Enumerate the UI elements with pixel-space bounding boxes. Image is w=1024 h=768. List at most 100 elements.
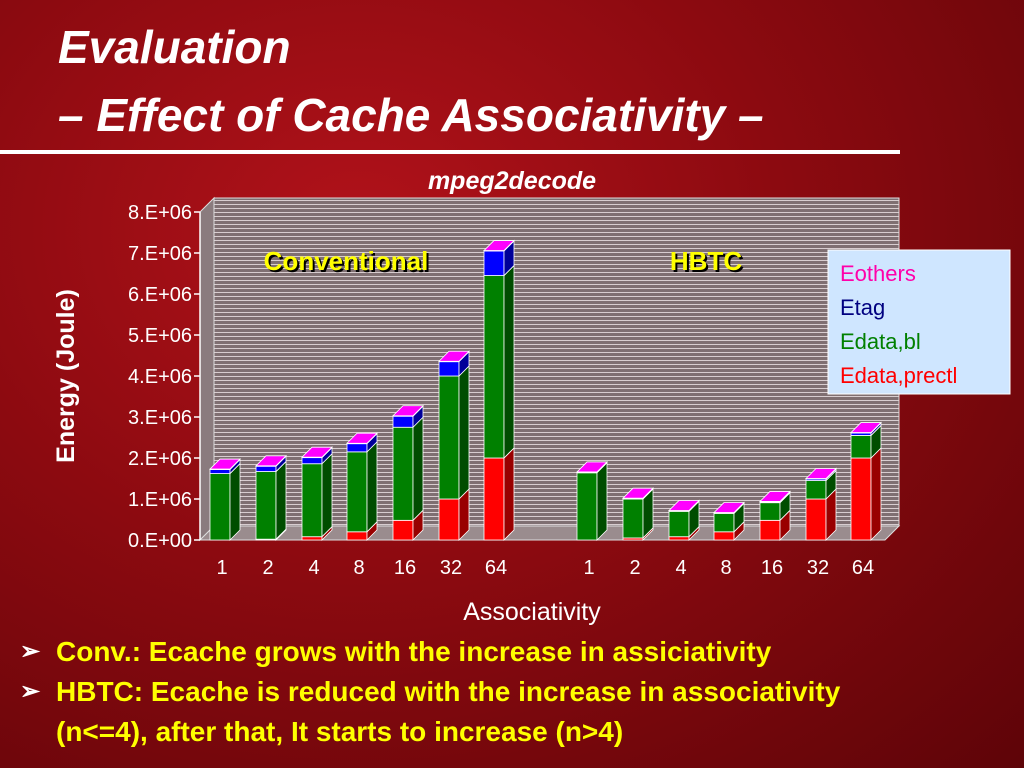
y-tick-label: 7.E+06 (128, 243, 192, 265)
legend-box (827, 249, 1011, 395)
x-tick-label: 2 (629, 557, 640, 579)
x-tick-label: 8 (720, 557, 731, 579)
bar-segment (713, 512, 735, 533)
y-tick-label: 5.E+06 (128, 325, 192, 347)
bar-segment-side (366, 440, 378, 533)
bar-segment (483, 275, 505, 459)
bar-segment (392, 415, 414, 428)
y-tick-label: 4.E+06 (128, 366, 192, 388)
bar-segment-side (503, 447, 515, 541)
bar-segment (346, 443, 368, 453)
bar-top-cap (392, 405, 424, 417)
bar-segment (392, 426, 414, 521)
slide-title-line1: Evaluation (58, 21, 291, 73)
bar-segment (255, 471, 277, 540)
x-tick-label: 64 (852, 557, 874, 579)
bar-top-cap (850, 422, 882, 433)
y-tick-label: 8.E+06 (128, 202, 192, 224)
bar-segment (301, 463, 323, 538)
bar-segment (346, 451, 368, 533)
bullet-text: HBTC: Ecache is reduced with the increas… (56, 676, 841, 707)
y-tick-label: 1.E+06 (128, 489, 192, 511)
bar-segment (850, 457, 872, 541)
bar-segment-side (321, 452, 333, 538)
bar-top-cap (255, 455, 287, 467)
bar-segment (346, 531, 368, 541)
bullet-continuation: (n<=4), after that, It starts to increas… (56, 716, 624, 747)
y-tick-label: 2.E+06 (128, 448, 192, 470)
bar-segment (759, 502, 781, 521)
bar-segment (209, 469, 231, 474)
bar-top-cap (576, 461, 608, 473)
legend-entry: Edata,bl (840, 329, 921, 354)
bar-segment (622, 498, 644, 539)
title-divider (0, 150, 900, 154)
x-tick-label: 32 (440, 557, 462, 579)
bar-top-cap (438, 350, 470, 362)
bar-top-cap (759, 491, 791, 502)
x-tick-label: 8 (353, 557, 364, 579)
bar-segment-side (412, 416, 424, 522)
x-tick-label: 2 (262, 557, 273, 579)
chart-title: mpeg2decode (428, 167, 596, 195)
bar-segment (438, 361, 460, 377)
bar-segment (392, 519, 414, 541)
bar-segment (209, 473, 231, 541)
bar-top-cap (668, 500, 700, 511)
bullet-item: ➢ HBTC: Ecache is reduced with the incre… (20, 672, 1020, 712)
y-tick-label: 0.E+00 (128, 530, 192, 552)
bar-segment (713, 531, 735, 541)
legend-entry: Etag (840, 295, 885, 320)
bar-segment-side (870, 447, 882, 541)
x-tick-label: 4 (308, 557, 319, 579)
group-label: HBTC (670, 246, 742, 276)
x-tick-label: 4 (675, 557, 686, 579)
bar-segment (850, 435, 872, 459)
y-tick-label: 6.E+06 (128, 284, 192, 306)
bar-segment-side (503, 264, 515, 459)
bar-segment (483, 250, 505, 276)
bar-top-cap (346, 432, 378, 444)
group-label: Conventional (264, 246, 429, 276)
bullet-text: Conv.: Ecache grows with the increase in… (56, 636, 772, 667)
bar-segment (759, 519, 781, 541)
bar-segment (483, 457, 505, 541)
y-tick-label: 3.E+06 (128, 407, 192, 429)
bar-segment (255, 465, 277, 472)
legend-entry: Eothers (840, 261, 916, 286)
x-tick-label: 32 (807, 557, 829, 579)
stacked-bar-chart: 0.E+00 1.E+06 2.E+06 3.E+06 4.E+06 5.E+06 6.E+… (52, 167, 1011, 626)
bar-top-cap (805, 468, 837, 479)
bar-top-cap (301, 446, 333, 458)
x-tick-label: 16 (761, 557, 783, 579)
bar-top-cap (713, 502, 745, 513)
x-tick-label: 1 (216, 557, 227, 579)
bar-top-cap (622, 487, 654, 499)
bar-segment-side (458, 365, 470, 500)
x-tick-label: 1 (583, 557, 594, 579)
bar-segment-side (275, 460, 287, 541)
y-axis-label: Energy (Joule) (52, 289, 80, 463)
bar-segment (576, 472, 598, 541)
x-axis-label: Associativity (463, 598, 601, 626)
bar-segment (668, 510, 690, 538)
bar-top-cap (483, 240, 515, 251)
group-label-shadow: HBTC (672, 248, 744, 278)
bar-top-cap (209, 458, 241, 470)
arrow-bullet-icon: ➢ (20, 678, 41, 705)
bar-segment (805, 480, 827, 500)
bar-segment (301, 536, 323, 541)
bar-segment (301, 457, 323, 465)
x-tick-label: 64 (485, 557, 507, 579)
bar-segment (438, 375, 460, 500)
bar-segment (668, 536, 690, 541)
arrow-bullet-icon: ➢ (20, 638, 41, 665)
bullet-list: ➢ Conv.: Ecache grows with the increase … (20, 632, 1020, 752)
bar-segment (438, 498, 460, 541)
legend-entry: Edata,prectl (840, 363, 957, 388)
slide-title-line2: – Effect of Cache Associativity – (58, 89, 764, 141)
bar-segment (805, 498, 827, 541)
bullet-item: ➢ Conv.: Ecache grows with the increase … (20, 632, 1020, 672)
bar-segment-side (229, 462, 241, 541)
bar-segment-side (596, 461, 608, 541)
